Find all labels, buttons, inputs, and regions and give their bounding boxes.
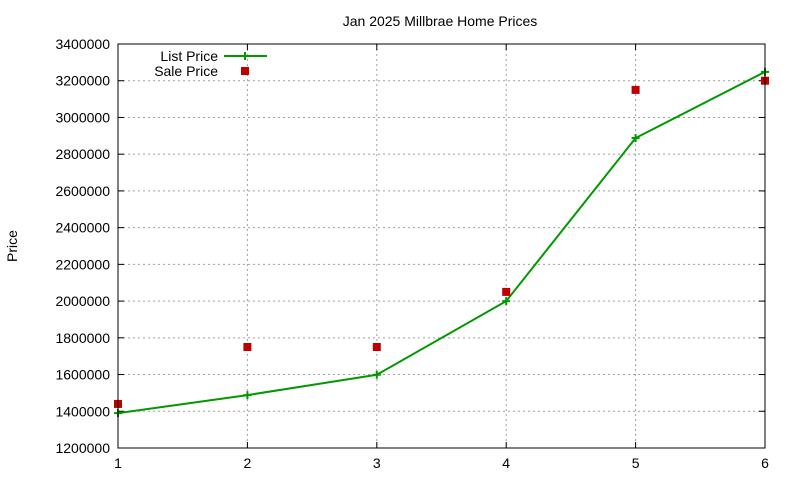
plot-area-border — [117, 43, 766, 449]
y-tick-label: 1400000 — [55, 403, 110, 419]
y-tick-label: 2800000 — [55, 146, 110, 162]
y-tick-label: 1800000 — [55, 330, 110, 346]
y-axis-label: Price — [4, 230, 20, 262]
y-tick-label: 3200000 — [55, 73, 110, 89]
x-tick-label: 6 — [761, 455, 769, 471]
x-tick-label: 5 — [632, 455, 640, 471]
y-tick-label: 2200000 — [55, 256, 110, 272]
chart-title: Jan 2025 Millbrae Home Prices — [343, 13, 538, 29]
legend-label: Sale Price — [154, 63, 218, 79]
x-tick-label: 3 — [373, 455, 381, 471]
legend-point-sample — [241, 67, 249, 75]
list-price-point — [631, 134, 640, 143]
y-tick-label: 2600000 — [55, 183, 110, 199]
list-price-line — [117, 71, 766, 415]
sale-price-point — [502, 287, 511, 296]
list-price-point — [243, 391, 252, 400]
sale-price-point — [631, 85, 640, 94]
y-tick-label: 3400000 — [55, 36, 110, 52]
list-price-point — [372, 370, 381, 379]
x-tick-label: 2 — [244, 455, 252, 471]
legend-label: List Price — [160, 48, 218, 64]
y-tick-label: 1200000 — [55, 440, 110, 456]
series-layer — [114, 67, 769, 418]
ticks: 1200000 1400000 1600000 1800000 2000000 22000… — [55, 36, 769, 471]
grid — [118, 44, 765, 448]
legend-point-sample — [241, 52, 249, 60]
sale-price-point — [372, 343, 381, 351]
y-tick-label: 1600000 — [55, 367, 110, 383]
y-tick-label: 2000000 — [55, 293, 110, 309]
x-tick-label: 4 — [502, 455, 510, 471]
y-tick-label: 2400000 — [55, 220, 110, 236]
sale-price-point — [243, 343, 252, 351]
y-tick-label: 3000000 — [55, 109, 110, 125]
x-tick-label: 1 — [114, 455, 122, 471]
list-price-point — [502, 297, 511, 306]
